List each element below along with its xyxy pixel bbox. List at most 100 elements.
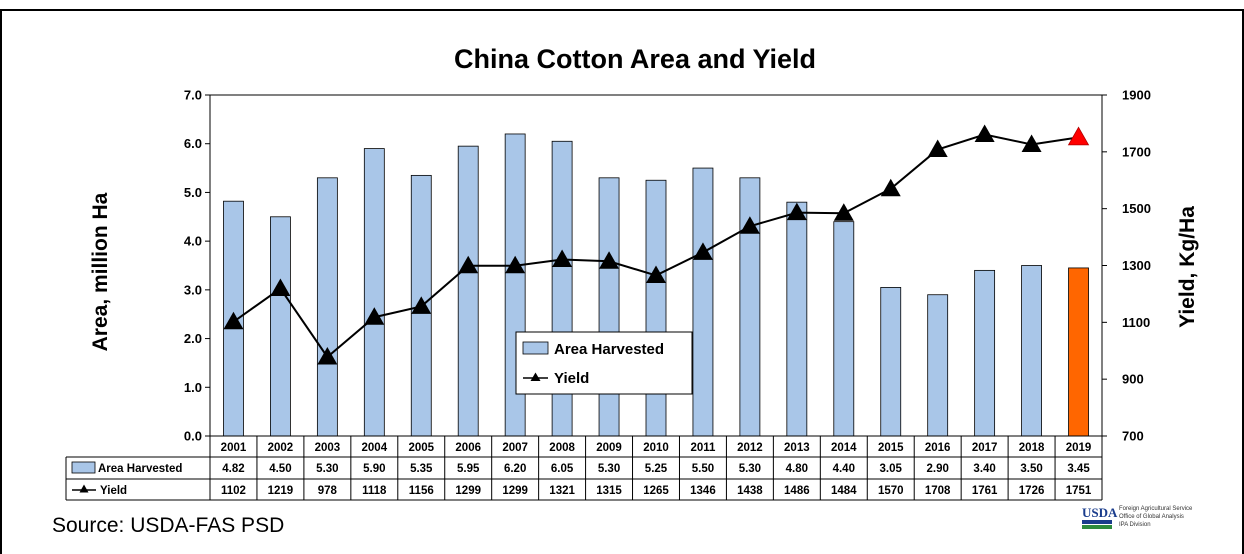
slide-border: [0, 9, 1244, 554]
table-year-2012: 2012: [737, 442, 763, 454]
table-year-2003: 2003: [315, 442, 341, 454]
table-area-swatch: [71, 461, 96, 474]
table-yield-2013: 1486: [784, 485, 810, 497]
yield-point-2007: [505, 255, 526, 274]
bar-2019: [1068, 267, 1089, 437]
usda-logo-text: USDA: [1082, 505, 1118, 520]
table-area-2010: 5.25: [645, 463, 668, 475]
usda-logo: USDA Foreign Agricultural Service Office…: [1082, 505, 1193, 529]
table-year-2002: 2002: [268, 442, 294, 454]
table-year-2011: 2011: [690, 442, 716, 454]
agency-line-1: Foreign Agricultural Service: [1119, 506, 1193, 512]
right-tick-label: 700: [1122, 429, 1144, 444]
yield-point-2019: [1067, 126, 1090, 146]
yield-point-2005: [411, 296, 432, 314]
table-year-2008: 2008: [549, 442, 575, 454]
left-tick-label: 1.0: [184, 380, 202, 395]
yield-series: [223, 124, 1090, 365]
table-yield-2019: 1751: [1066, 485, 1092, 497]
legend-triangle-icon: [530, 372, 541, 381]
table-year-2019: 2019: [1066, 442, 1092, 454]
right-tick-label: 1300: [1122, 258, 1151, 273]
yield-point-2001: [223, 311, 244, 330]
table-yield-2017: 1761: [972, 485, 998, 497]
table-yield-2003: 978: [318, 485, 338, 497]
yield-point-2006: [458, 255, 479, 274]
right-tick-label: 1900: [1122, 88, 1151, 103]
bar-2003: [316, 177, 338, 437]
source-note: Source: USDA-FAS PSD: [52, 514, 284, 537]
table-area-2004: 5.90: [363, 463, 385, 475]
right-tick-label: 1700: [1122, 144, 1151, 159]
table-area-2017: 3.40: [973, 463, 995, 475]
table-year-2004: 2004: [362, 442, 388, 454]
yield-point-2012: [739, 216, 760, 234]
bar-2013: [786, 201, 808, 437]
table-yield-2018: 1726: [1019, 485, 1045, 497]
yield-point-2002: [270, 278, 291, 297]
table-year-2017: 2017: [972, 442, 998, 454]
table-area-2001: 4.82: [222, 463, 244, 475]
table-area-2007: 6.20: [504, 463, 526, 475]
table-area-2011: 5.50: [692, 463, 714, 475]
table-year-2016: 2016: [925, 442, 951, 454]
left-tick-label: 2.0: [184, 331, 202, 346]
bar-2010: [645, 179, 667, 437]
bar-2004: [363, 148, 385, 437]
table-year-2018: 2018: [1019, 442, 1045, 454]
bar-2011: [692, 167, 714, 437]
bar-2009: [598, 177, 620, 437]
table-area-2015: 3.05: [880, 463, 903, 475]
table-row-label-yield: Yield: [100, 485, 127, 497]
table-year-2001: 2001: [221, 442, 247, 454]
table-year-2013: 2013: [784, 442, 810, 454]
yield-point-2010: [646, 265, 666, 283]
left-tick-label: 7.0: [184, 88, 202, 103]
table-yield-2007: 1299: [502, 485, 528, 497]
left-tick-label: 0.0: [184, 429, 202, 444]
table-area-2005: 5.35: [410, 463, 433, 475]
table-row-label-area: Area Harvested: [98, 463, 182, 475]
table-year-2006: 2006: [455, 442, 481, 454]
table-area-2003: 5.30: [316, 463, 338, 475]
bar-2014: [833, 221, 855, 437]
table-yield-2006: 1299: [455, 485, 481, 497]
table-year-2007: 2007: [502, 442, 528, 454]
data-table: 2001 2002 2003 2004 2005 2006 2007 2008 2009 2010…: [65, 435, 1103, 501]
yield-point-2017: [974, 124, 995, 142]
yield-point-2003: [317, 347, 338, 365]
legend-bar-swatch: [522, 341, 549, 355]
table-yield-2004: 1118: [362, 485, 387, 497]
table-yield-2016: 1708: [925, 485, 951, 497]
table-area-2009: 5.30: [598, 463, 620, 475]
table-yield-2009: 1315: [596, 485, 622, 497]
table-area-2019: 3.45: [1067, 463, 1090, 475]
table-year-2005: 2005: [408, 442, 434, 454]
left-tick-label: 6.0: [184, 136, 202, 151]
yield-point-2018: [1021, 134, 1042, 152]
right-tick-label: 1100: [1122, 315, 1150, 330]
table-yield-2005: 1156: [409, 485, 434, 497]
bar-2016: [927, 294, 949, 437]
legend: Area Harvested Yield: [515, 331, 693, 395]
agency-line-3: IPA Division: [1119, 522, 1151, 528]
table-yield-2015: 1570: [878, 485, 904, 497]
bar-2006: [457, 145, 479, 437]
table-area-2002: 4.50: [269, 463, 291, 475]
table-yield-2002: 1219: [268, 485, 294, 497]
table-year-2014: 2014: [831, 442, 857, 454]
table-yield-2012: 1438: [737, 485, 763, 497]
legend-label-area: Area Harvested: [554, 341, 664, 358]
table-area-2014: 4.40: [833, 463, 855, 475]
yield-point-2009: [599, 251, 620, 269]
left-tick-label: 4.0: [184, 234, 202, 249]
table-area-2016: 2.90: [926, 463, 948, 475]
left-tick-label: 5.0: [184, 185, 202, 200]
yield-point-2011: [692, 242, 713, 260]
table-year-2010: 2010: [643, 442, 669, 454]
yield-point-2014: [833, 203, 854, 221]
bar-2015: [880, 287, 902, 437]
bar-2018: [1021, 265, 1042, 437]
legend-label-yield: Yield: [554, 370, 589, 387]
